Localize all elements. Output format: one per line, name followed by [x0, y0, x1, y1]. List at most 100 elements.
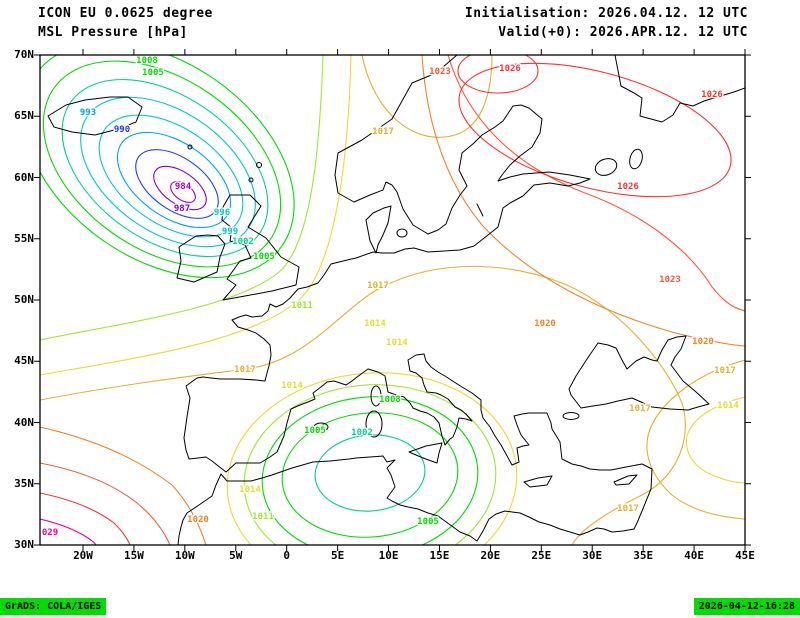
contour-label-1005: 1005: [253, 252, 275, 262]
lat-label-65N: 65N: [14, 109, 34, 123]
lon-label-10E: 10E: [378, 549, 399, 562]
contour-label-1017: 1017: [234, 365, 256, 375]
lat-label-55N: 55N: [14, 231, 34, 245]
contour-label-996: 996: [214, 208, 230, 218]
lon-label-10W: 10W: [174, 549, 195, 562]
coastlines: [47, 55, 745, 545]
model-title: ICON EU 0.0625 degree: [38, 6, 213, 21]
coastline-scandinavia-baltic: [334, 55, 591, 254]
orkney-islands: [248, 177, 254, 183]
lon-label-35E: 35E: [633, 549, 654, 562]
lon-label-20W: 20W: [73, 549, 93, 562]
isobar-999: [80, 96, 256, 248]
footer-left: GrADS: COLA/IGES: [0, 598, 107, 615]
gotland-island: [476, 203, 484, 217]
faroe-islands: [187, 144, 193, 150]
isobar-984: [170, 181, 196, 203]
isobar-1005-med: [281, 412, 459, 538]
contour-label-1023: 1023: [429, 67, 451, 77]
isobar-1020-sw: [40, 426, 207, 545]
isobar-1014-path: [40, 55, 352, 376]
contour-label-1002: 1002: [351, 428, 373, 438]
contour-label-1005: 1005: [304, 426, 326, 436]
coastline-great-britain: [221, 194, 300, 301]
isobar-987: [153, 165, 207, 211]
isobar-1023-sw: [40, 462, 171, 545]
isobar-1008: [40, 55, 295, 279]
contour-label-1011: 1011: [252, 512, 274, 522]
lat-label-60N: 60N: [14, 170, 34, 184]
coastline-crete: [523, 475, 553, 488]
isobar-990: [135, 149, 219, 219]
lat-label-50N: 50N: [14, 293, 34, 306]
isobar-993: [116, 131, 232, 229]
lon-label-5W: 5W: [229, 549, 243, 562]
contour-label-984: 984: [175, 182, 192, 192]
contour-label-1017: 1017: [367, 281, 389, 291]
init-time: Initialisation: 2026.04.12. 12 UTC: [464, 6, 748, 21]
contour-label-1014: 1014: [281, 381, 303, 391]
shetland-islands: [256, 162, 262, 168]
isobar-1026-sw: [40, 492, 131, 545]
contour-label-1017: 1017: [629, 404, 651, 414]
valid-time: Valid(+0): 2026.APR.12. 12 UTC: [498, 25, 748, 40]
isobars: [40, 55, 745, 545]
lon-label-15E: 15E: [429, 549, 450, 562]
contour-label-1026: 1026: [701, 90, 723, 100]
isobar-1023-path: [447, 55, 745, 312]
coastline-zealand: [396, 228, 408, 238]
coastline-cyprus: [613, 474, 638, 486]
contour-label-1023: 1023: [659, 275, 681, 285]
contour-label-1026: 1026: [499, 64, 521, 74]
contour-label-1011: 1011: [291, 301, 313, 311]
isobar-1017-path: [40, 265, 686, 545]
lon-label-20E: 20E: [480, 549, 501, 562]
contour-label-1014: 1014: [386, 338, 408, 348]
isobar-1026-big: [458, 62, 732, 198]
contour-label-1029: 029: [42, 528, 58, 538]
contour-label-1014: 1014: [364, 319, 386, 329]
contour-label-1008: 1008: [136, 56, 158, 66]
contour-label-993: 993: [80, 108, 96, 118]
coastline-mallorca: [313, 422, 329, 432]
isobar-1017-norway: [361, 55, 493, 138]
isobar-1011-path: [40, 55, 324, 341]
contour-label-1005: 1005: [142, 68, 164, 78]
lake-onega: [629, 148, 643, 170]
contour-label-999: 999: [222, 227, 238, 237]
coastline-white-sea: [614, 55, 745, 123]
contour-label-1020: 1020: [692, 337, 714, 347]
contour-label-1026: 1026: [617, 182, 639, 192]
coastline-sicily: [408, 442, 443, 464]
coastline-black-sea: [568, 335, 710, 411]
coastline-sardinia: [365, 410, 383, 438]
lat-label-30N: 30N: [14, 538, 34, 551]
lon-label-0: 0: [283, 549, 290, 562]
contour-label-1002: 1002: [232, 237, 254, 247]
contour-label-1020: 1020: [187, 515, 209, 525]
coastline-europe-atlantic-med: [177, 251, 653, 545]
coastline-iceland: [47, 96, 143, 136]
lon-label-25E: 25E: [531, 549, 552, 562]
coastline-denmark: [365, 205, 392, 254]
contour-label-1008: 1008: [379, 395, 401, 405]
coastline-corsica: [370, 385, 382, 407]
lon-label-15W: 15W: [123, 549, 144, 562]
lon-label-30E: 30E: [582, 549, 603, 562]
isobar-1014-east: [685, 396, 745, 484]
isobar-996: [98, 114, 244, 238]
lat-label-45N: 45N: [14, 354, 34, 368]
contour-label-1014: 1014: [239, 485, 261, 495]
isobar-1026-small: [457, 55, 539, 94]
footer-right: 2026-04-12-16:28: [693, 598, 800, 615]
contour-label-1005: 1005: [417, 517, 439, 527]
isobar-1011-med: [243, 384, 497, 545]
isobar-1008-med: [261, 396, 479, 545]
lat-label-35N: 35N: [14, 476, 34, 490]
lat-label-70N: 70N: [14, 48, 34, 61]
lake-ladoga: [594, 158, 618, 176]
contour-label-1017: 1017: [372, 127, 394, 137]
isobar-1020-path: [421, 55, 745, 347]
